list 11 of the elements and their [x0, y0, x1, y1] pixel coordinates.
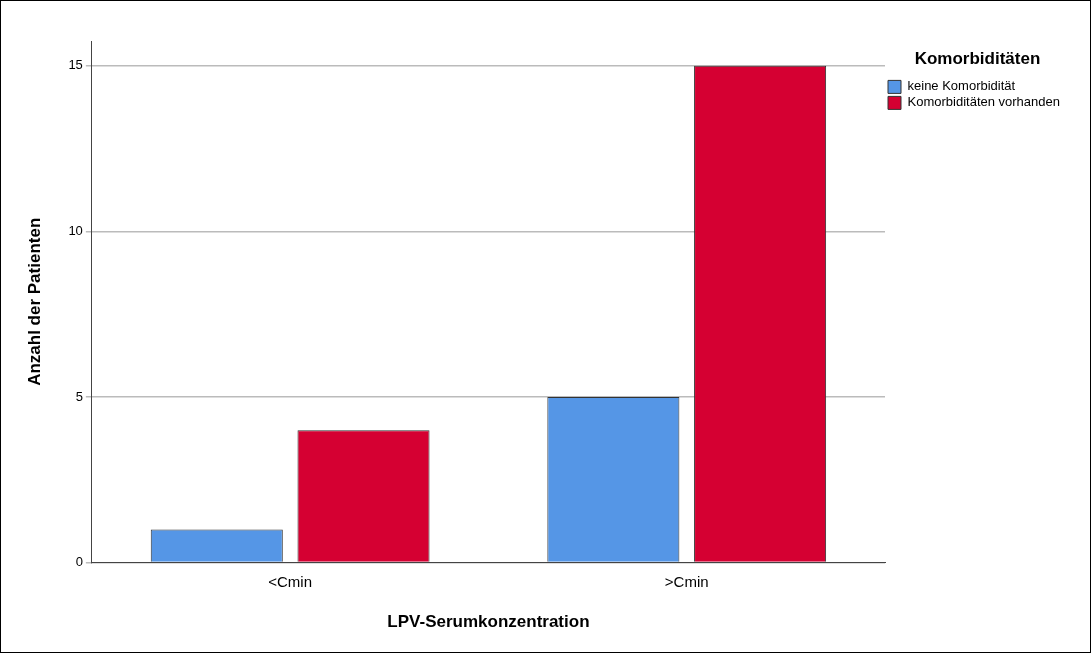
- x-tick-label: <Cmin: [268, 572, 313, 590]
- legend-label: Komorbiditäten vorhanden: [907, 94, 1061, 110]
- y-tick-label: 5: [75, 388, 83, 404]
- x-tick-label: >Cmin: [664, 572, 709, 590]
- y-tick-label: 10: [68, 223, 83, 238]
- legend-title: Komorbiditäten: [914, 49, 1041, 69]
- x-axis-title: LPV-Serumkonzentration: [387, 612, 590, 632]
- y-tick-label: 0: [75, 554, 83, 570]
- legend-label: keine Komorbidität: [907, 78, 1016, 94]
- y-axis-title: Anzahl der Patienten: [24, 217, 44, 386]
- y-tick-label: 15: [68, 57, 83, 73]
